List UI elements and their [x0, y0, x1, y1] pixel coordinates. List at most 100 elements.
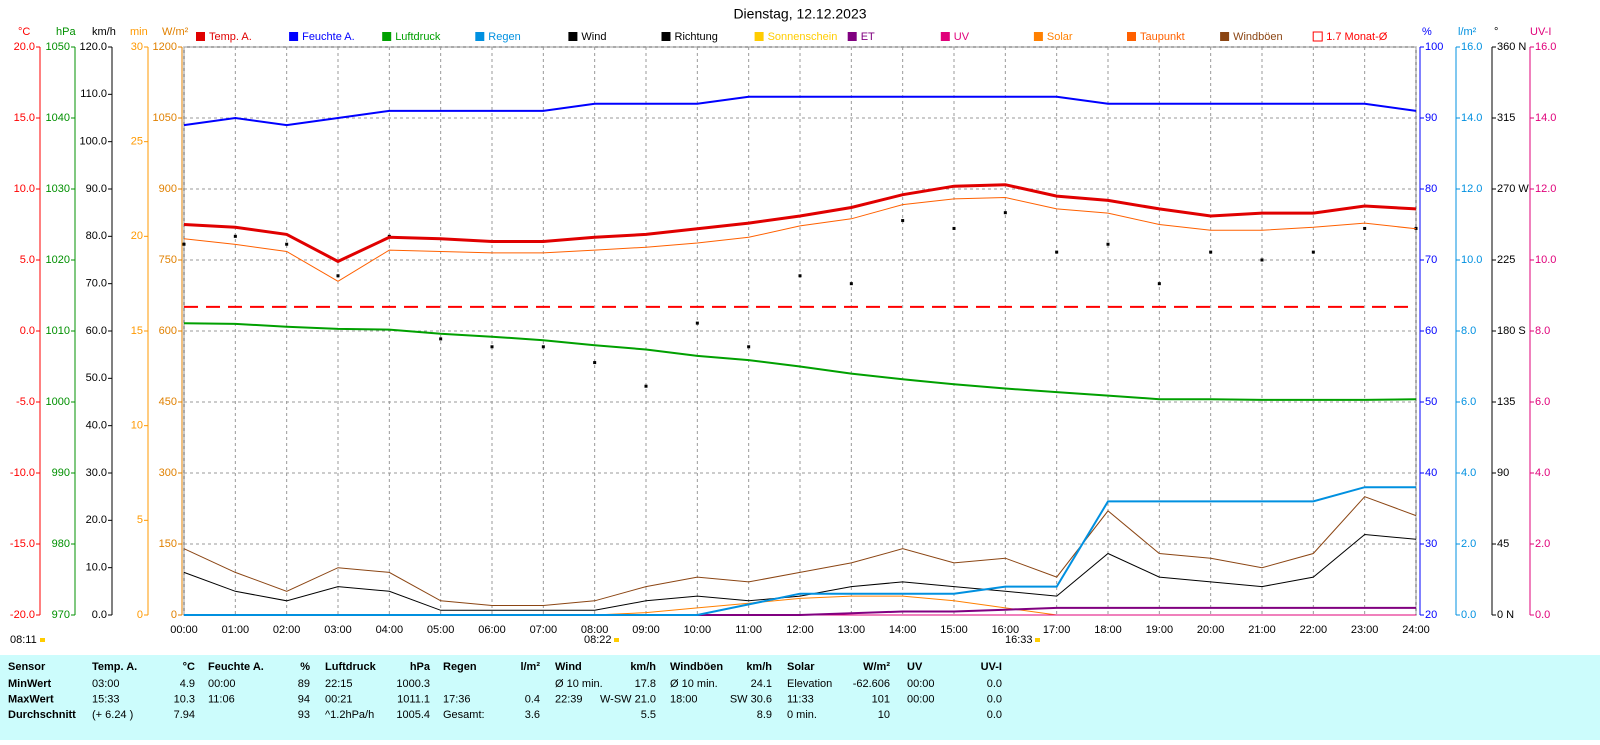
legend-label: ET	[861, 31, 875, 43]
y-tick-label: 4.0	[1535, 467, 1550, 479]
table-header: °C	[183, 661, 195, 673]
y-tick-label: -5.0	[16, 396, 35, 408]
table-cell: 1000.3	[396, 678, 430, 690]
y-tick-label: 0.0	[1535, 609, 1550, 621]
table-cell: Ø 10 min.	[555, 678, 603, 690]
table-cell: Durchschnitt	[8, 709, 76, 721]
y-tick-label: 40	[1425, 467, 1437, 479]
table-cell: (+ 6.24 )	[92, 709, 133, 721]
y-tick-label: 90	[1497, 467, 1509, 479]
y-tick-label: 80	[1425, 183, 1437, 195]
table-cell: 4.9	[180, 678, 195, 690]
direction-dot	[849, 282, 853, 286]
y-tick-label: 25	[131, 136, 143, 148]
y-tick-label: 10.0	[1535, 254, 1556, 266]
legend-label: UV	[954, 31, 970, 43]
table-header: Regen	[443, 661, 477, 673]
y-tick-label: 10.0	[14, 183, 35, 195]
y-tick-label: 990	[52, 467, 70, 479]
axis-unit: °C	[18, 26, 30, 38]
y-tick-label: 1200	[153, 41, 177, 53]
y-tick-label: 16.0	[1461, 41, 1482, 53]
table-cell: 10	[878, 709, 890, 721]
y-tick-label: 90	[1425, 112, 1437, 124]
x-tick-label: 23:00	[1351, 624, 1379, 636]
y-tick-label: 14.0	[1461, 112, 1482, 124]
chart-title: Dienstag, 12.12.2023	[733, 6, 866, 22]
y-tick-label: 1030	[46, 183, 70, 195]
y-tick-label: 80.0	[86, 230, 107, 242]
series-line	[183, 533, 1417, 611]
y-tick-label: 6.0	[1461, 396, 1476, 408]
direction-dot	[952, 226, 956, 230]
table-header: Feuchte A.	[208, 661, 264, 673]
y-tick-label: 110.0	[80, 88, 107, 100]
x-tick-label: 20:00	[1197, 624, 1225, 636]
table-header: UV	[907, 661, 923, 673]
y-tick-label: 8.0	[1461, 325, 1476, 337]
legend-label: Luftdruck	[395, 31, 441, 43]
series-line	[184, 486, 1416, 616]
y-tick-label: -20.0	[10, 609, 35, 621]
legend-swatch	[661, 32, 671, 41]
x-tick-label: 01:00	[222, 624, 250, 636]
y-tick-label: -15.0	[10, 538, 35, 550]
x-tick-label: 09:00	[632, 624, 660, 636]
direction-dot	[1106, 242, 1110, 246]
table-header: Sensor	[8, 661, 46, 673]
y-tick-label: 360 N	[1497, 41, 1526, 53]
table-cell: 11:33	[787, 693, 814, 705]
x-tick-label: 19:00	[1146, 624, 1174, 636]
table-cell: 0.4	[525, 693, 540, 705]
table-cell: 0.0	[987, 693, 1002, 705]
y-tick-label: 120.0	[79, 41, 107, 53]
sun-time: 08:11	[10, 634, 37, 646]
x-tick-label: 04:00	[376, 624, 404, 636]
y-tick-label: 315	[1497, 112, 1515, 124]
direction-dot	[798, 274, 802, 278]
table-header: W/m²	[863, 661, 890, 673]
sun-marker	[614, 638, 619, 642]
y-tick-label: 20.0	[14, 41, 35, 53]
y-tick-label: 10.0	[86, 562, 107, 574]
table-cell: 5.5	[641, 709, 656, 721]
axis-unit: W/m²	[162, 26, 189, 38]
y-tick-label: 100.0	[79, 136, 107, 148]
x-tick-label: 06:00	[478, 624, 506, 636]
direction-dot	[1209, 250, 1213, 254]
legend-swatch	[568, 32, 578, 41]
legend-swatch	[847, 32, 857, 41]
y-tick-label: 15	[131, 325, 143, 337]
direction-dot	[1311, 250, 1315, 254]
table-cell: -62.606	[853, 678, 890, 690]
y-tick-label: 225	[1497, 254, 1515, 266]
axis-unit: hPa	[56, 26, 76, 38]
y-tick-label: 0	[171, 609, 177, 621]
legend-swatch	[1033, 32, 1043, 41]
direction-dot	[1363, 226, 1367, 230]
table-cell: 00:00	[907, 678, 935, 690]
x-tick-label: 03:00	[324, 624, 352, 636]
table-cell: MaxWert	[8, 693, 54, 705]
legend-label: Sonnenschein	[768, 31, 838, 43]
axis-unit: km/h	[92, 26, 116, 38]
y-tick-label: 60	[1425, 325, 1437, 337]
direction-dot	[644, 384, 648, 388]
x-tick-label: 07:00	[530, 624, 558, 636]
y-tick-label: 1050	[46, 41, 70, 53]
table-cell: 101	[872, 693, 890, 705]
y-tick-label: 5	[137, 514, 143, 526]
table-header: Windböen	[670, 661, 723, 673]
y-tick-label: 1000	[46, 396, 70, 408]
legend-label: Windböen	[1233, 31, 1283, 43]
direction-dot	[490, 345, 494, 349]
y-tick-label: 40.0	[86, 420, 107, 432]
y-tick-label: 2.0	[1461, 538, 1476, 550]
table-header: l/m²	[520, 661, 540, 673]
y-tick-label: 6.0	[1535, 396, 1550, 408]
table-header: Temp. A.	[92, 661, 137, 673]
x-tick-label: 12:00	[786, 624, 814, 636]
table-cell: 89	[298, 678, 310, 690]
table-cell: ^1.2hPa/h	[325, 709, 374, 721]
